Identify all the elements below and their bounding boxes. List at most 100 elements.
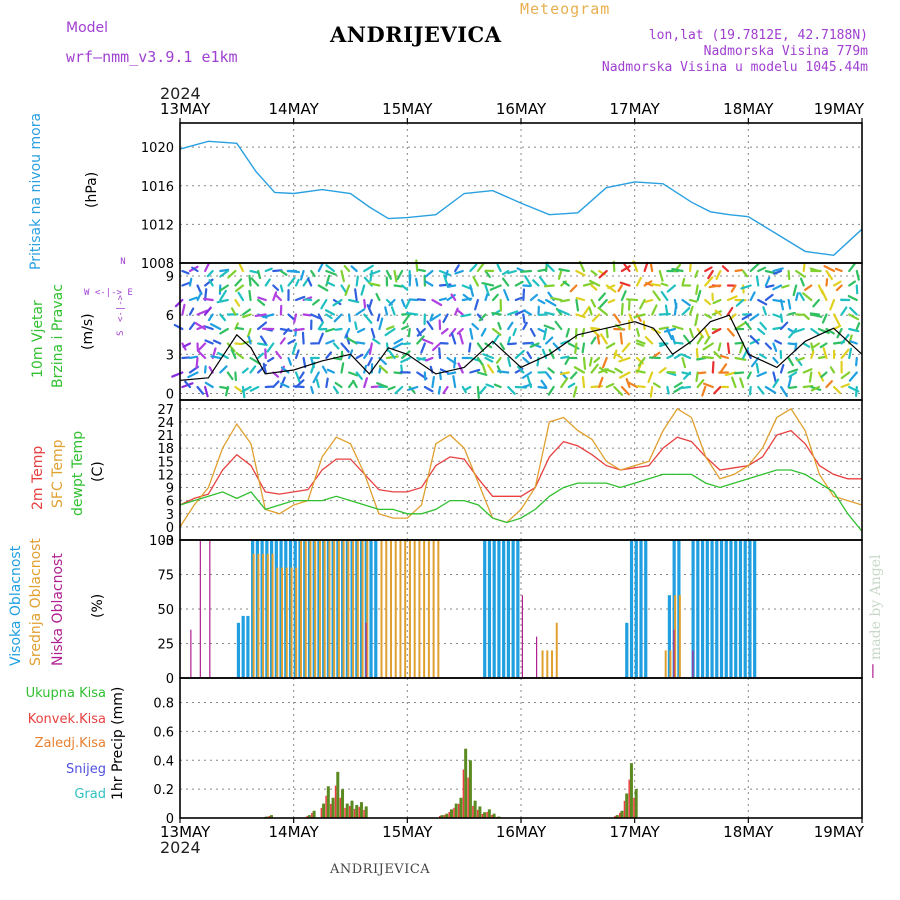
- wind-arrow: [545, 336, 554, 345]
- wind-arrow: [779, 363, 785, 374]
- wind-arrow: [287, 338, 296, 345]
- x-tick-label-bottom: 16MAY: [496, 823, 547, 841]
- wind-arrow: [368, 282, 381, 287]
- wind-arrow: [574, 342, 578, 355]
- wind-arrow: [181, 303, 186, 316]
- high-cloud-bar: [719, 540, 724, 678]
- low-cloud-bar: [673, 629, 675, 678]
- wind-arrow: [620, 385, 630, 396]
- wind-arrow: [294, 278, 300, 287]
- x-tick-label-top: 17MAY: [610, 100, 661, 118]
- wind-arrow: [196, 385, 205, 395]
- wind-arrow: [832, 324, 842, 331]
- wind-arrow: [538, 276, 548, 287]
- wind-arrow: [809, 312, 821, 316]
- wind-arrow: [283, 327, 290, 335]
- wind-arrow: [287, 356, 293, 366]
- wind-arrow: [471, 322, 480, 331]
- wind-arrow: [804, 284, 813, 291]
- high-cloud-bar: [691, 540, 695, 678]
- model-label: Model: [66, 20, 109, 36]
- wind-arrow: [599, 366, 608, 374]
- high-cloud-bar: [487, 540, 492, 678]
- wind-arrow: [542, 327, 548, 341]
- wind-arrow: [320, 298, 328, 310]
- wind-arrow: [472, 275, 480, 287]
- wind-arrow: [840, 306, 848, 316]
- wind-arrow: [701, 385, 707, 397]
- wind-arrow: [502, 269, 510, 276]
- wind-arrow: [715, 269, 722, 280]
- wind-arrow: [787, 368, 799, 374]
- wind-arrow: [287, 313, 296, 322]
- convective-precip-bar: [320, 807, 323, 818]
- wind-arrow: [688, 327, 694, 339]
- wind-arrow: [702, 382, 714, 389]
- wind-arrow: [496, 263, 502, 273]
- wind-arrow: [724, 371, 737, 377]
- wind-arrow: [452, 375, 457, 389]
- wind-arrow: [350, 265, 358, 273]
- wind-arrow: [557, 269, 563, 280]
- mid-cloud-bar: [399, 540, 402, 678]
- wind-arrow: [234, 278, 243, 287]
- precip-bar: [445, 813, 449, 818]
- wind-arrow: [394, 385, 404, 395]
- mid-cloud-bar: [404, 540, 407, 678]
- wind-arrow: [302, 356, 307, 369]
- wind-arrow: [590, 363, 599, 374]
- wind-arrow: [294, 295, 306, 302]
- y-tick-label: 21: [157, 429, 174, 444]
- wind-arrow: [588, 279, 601, 287]
- y-tick-label: 9: [166, 270, 174, 285]
- wind-arrow: [673, 341, 684, 345]
- wind-arrow: [547, 367, 555, 374]
- wind-arrow: [209, 323, 222, 331]
- wind-arrow: [740, 284, 752, 290]
- wind-arrow: [493, 383, 502, 389]
- wind-arrow: [184, 380, 192, 389]
- wind-arrow: [537, 268, 548, 273]
- y-tick-label: 0.6: [153, 725, 174, 740]
- wind-arrow: [637, 356, 646, 367]
- wind-arrow: [820, 289, 828, 302]
- wind-arrow: [363, 348, 371, 360]
- wind-arrow: [241, 308, 252, 316]
- wind-arrow: [181, 356, 191, 360]
- wind-arrow: [401, 298, 406, 308]
- wind-arrow: [293, 313, 298, 324]
- wind-arrow: [354, 321, 358, 331]
- wind-arrow: [598, 269, 608, 279]
- panel-frame: [179, 399, 863, 541]
- convective-precip-bar: [457, 803, 460, 818]
- wind-arrow: [773, 269, 783, 275]
- wind-arrow: [195, 356, 199, 370]
- wind-arrow: [188, 296, 198, 302]
- wind-arrow: [711, 327, 722, 335]
- x-tick-label-bottom: 13MAY: [160, 823, 211, 841]
- wind-arrow: [774, 339, 783, 345]
- wind-arrow: [636, 385, 646, 389]
- wind-arrow: [526, 351, 533, 360]
- wind-arrow: [219, 269, 229, 278]
- wind-arrow: [204, 339, 214, 345]
- wind-arrow: [405, 312, 419, 316]
- wind-arrow: [257, 352, 265, 360]
- wind-arrow: [787, 356, 795, 367]
- y-tick-label: 0: [166, 812, 174, 827]
- wind-arrow: [257, 296, 267, 302]
- high-cloud-bar: [753, 540, 757, 678]
- wind-arrow: [708, 284, 722, 289]
- high-cloud-bar: [639, 540, 643, 678]
- wind-arrow: [204, 365, 207, 374]
- wind-arrow: [279, 337, 286, 345]
- wind-arrow: [417, 356, 426, 361]
- wind-arrow: [287, 276, 296, 287]
- wind-arrow: [302, 313, 312, 317]
- wind-arrow: [202, 297, 214, 302]
- wind-arrow: [635, 327, 640, 337]
- wind-arrow: [497, 321, 502, 331]
- wind-arrow: [581, 342, 586, 354]
- wind-arrow: [234, 298, 241, 307]
- wind-arrow: [688, 298, 698, 303]
